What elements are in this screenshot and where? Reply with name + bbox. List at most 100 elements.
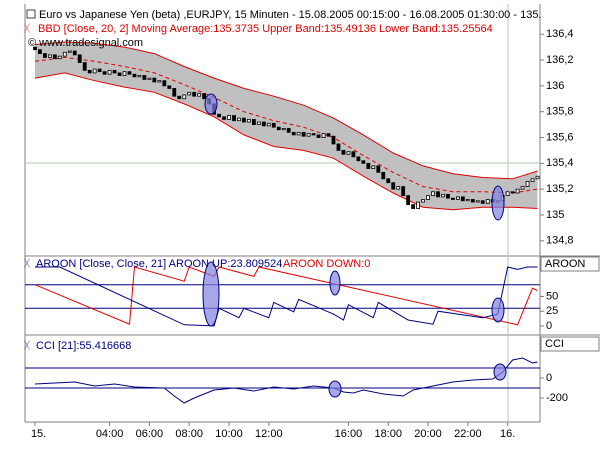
y-tick-label: 0 bbox=[546, 372, 552, 384]
candle bbox=[182, 94, 187, 100]
candle bbox=[371, 165, 376, 169]
candle bbox=[152, 77, 157, 83]
highlight bbox=[491, 297, 505, 323]
candle bbox=[276, 126, 281, 131]
candle bbox=[222, 116, 226, 120]
candle bbox=[137, 75, 142, 78]
band-line bbox=[34, 56, 538, 194]
candle bbox=[321, 133, 326, 138]
candle bbox=[525, 181, 530, 187]
candle bbox=[77, 54, 82, 64]
candle bbox=[351, 151, 356, 158]
y-tick-label: 50 bbox=[546, 290, 558, 302]
indicator-icon: ᚷ bbox=[24, 341, 30, 352]
candle bbox=[311, 133, 316, 136]
candle bbox=[391, 182, 396, 190]
candle bbox=[346, 151, 351, 155]
candle bbox=[341, 150, 346, 155]
band-line bbox=[34, 72, 538, 211]
candle bbox=[237, 117, 241, 122]
candle bbox=[306, 133, 311, 137]
candle bbox=[386, 178, 391, 184]
y-tick-label: 135 bbox=[546, 209, 564, 221]
candle bbox=[132, 73, 137, 78]
x-tick-label: 22:00 bbox=[454, 428, 482, 440]
indicator-header: AROON [Close, Close, 21] AROON UP:23.809… bbox=[36, 258, 282, 270]
indicator-icon: ᚷ bbox=[24, 259, 30, 270]
candle bbox=[33, 46, 37, 51]
candle bbox=[112, 69, 117, 74]
candle bbox=[291, 131, 296, 136]
candle bbox=[441, 193, 445, 198]
candle bbox=[87, 69, 92, 74]
x-tick-label: 12:00 bbox=[255, 428, 283, 440]
candle bbox=[227, 115, 231, 120]
highlight bbox=[204, 93, 218, 115]
candle bbox=[376, 165, 381, 173]
band-fill bbox=[34, 41, 538, 210]
candle bbox=[157, 80, 162, 83]
candle bbox=[296, 131, 301, 136]
y-tick-label: 134,8 bbox=[546, 235, 574, 247]
y-tick-label: 0 bbox=[546, 320, 552, 332]
y-tick-label: 136 bbox=[546, 80, 564, 92]
candle bbox=[316, 134, 321, 138]
x-tick-label: 06:00 bbox=[136, 428, 164, 440]
candle bbox=[421, 199, 425, 203]
candle bbox=[446, 193, 450, 199]
candle bbox=[510, 191, 515, 194]
y-tick-label: -200 bbox=[546, 392, 568, 404]
x-tick-label: 16:00 bbox=[335, 428, 363, 440]
frames bbox=[24, 4, 600, 423]
pane-label-box bbox=[540, 336, 600, 352]
copyright: © www.tradesignal.com bbox=[28, 37, 143, 49]
candle bbox=[451, 197, 455, 200]
candle bbox=[82, 62, 87, 71]
candle bbox=[460, 196, 465, 202]
candle bbox=[197, 93, 202, 97]
candle bbox=[485, 199, 490, 204]
candle bbox=[43, 53, 47, 58]
candle bbox=[331, 135, 336, 145]
y-tick-label: 136,2 bbox=[546, 54, 574, 66]
candle bbox=[127, 71, 132, 75]
highlight bbox=[329, 270, 341, 296]
candle bbox=[202, 93, 207, 100]
y-tick-label: 135,6 bbox=[546, 131, 574, 143]
candle bbox=[217, 113, 221, 118]
y-tick-label: 135,8 bbox=[546, 106, 574, 118]
candle bbox=[261, 121, 266, 127]
candle bbox=[256, 121, 261, 125]
candle bbox=[406, 195, 411, 206]
pane-label: AROON bbox=[545, 258, 585, 270]
candle bbox=[301, 131, 306, 137]
candle bbox=[470, 199, 475, 203]
x-tick-label: 10:00 bbox=[215, 428, 243, 440]
candle bbox=[465, 199, 470, 202]
checkbox-icon bbox=[26, 9, 36, 19]
candle bbox=[192, 91, 197, 97]
x-tick-label: 04:00 bbox=[96, 428, 124, 440]
candle bbox=[142, 75, 147, 80]
x-tick-label: 15. bbox=[31, 428, 46, 440]
candle bbox=[107, 69, 112, 75]
highlight bbox=[491, 185, 505, 221]
candle bbox=[47, 54, 52, 58]
candle bbox=[480, 200, 485, 204]
pane-label-box bbox=[540, 256, 600, 272]
highlight bbox=[493, 363, 507, 381]
candle bbox=[242, 117, 246, 123]
candle bbox=[455, 196, 460, 200]
indicator-header: BBD [Close, 20, 2] Moving Average:135.37… bbox=[38, 23, 493, 35]
y-tick-label: 135,2 bbox=[546, 183, 574, 195]
candle bbox=[122, 71, 127, 76]
candle bbox=[167, 85, 172, 89]
indicator-icon: ᚷ bbox=[24, 24, 30, 35]
candle bbox=[361, 160, 366, 164]
candle bbox=[366, 162, 371, 169]
candle bbox=[381, 171, 386, 180]
candle bbox=[431, 191, 435, 197]
candle bbox=[92, 68, 97, 74]
candle bbox=[72, 50, 77, 56]
